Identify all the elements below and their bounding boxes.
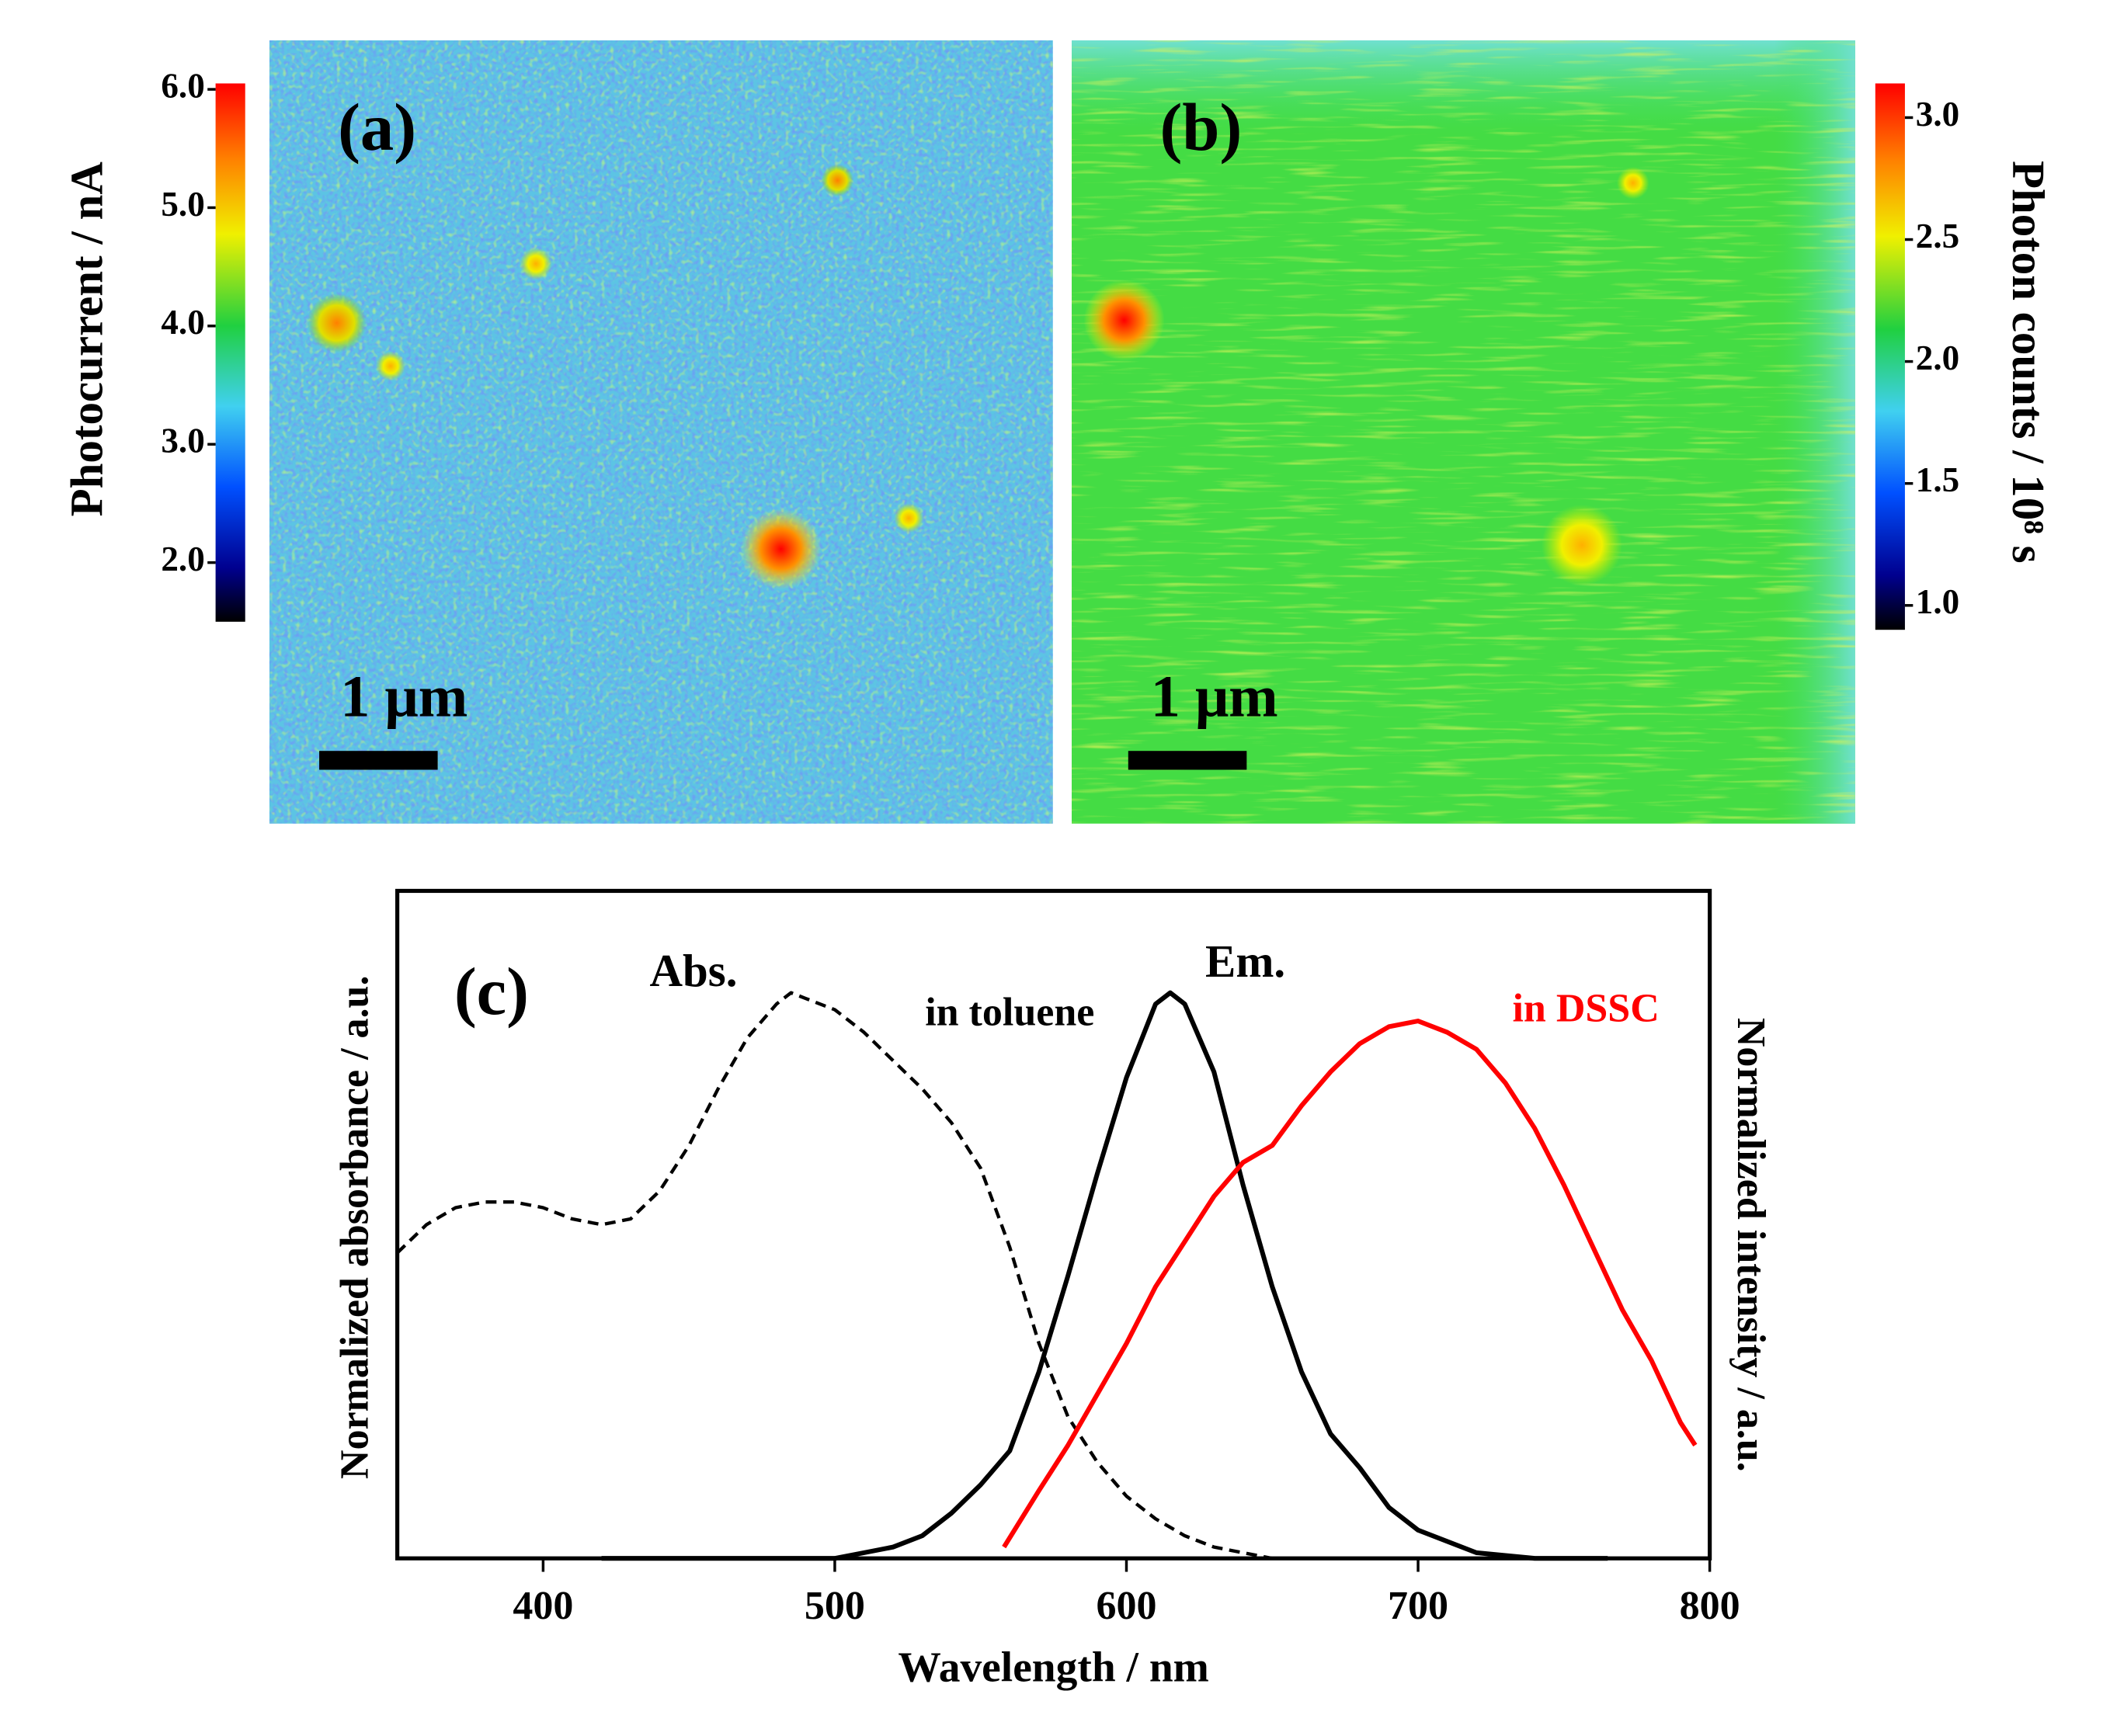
- x-axis-label: Wavelength / nm: [898, 1644, 1209, 1691]
- panel-label: (a): [338, 90, 416, 165]
- scale-bar-label: 1 μm: [340, 664, 468, 729]
- plot-frame: [395, 888, 1712, 1561]
- hot-spot: [1541, 505, 1622, 585]
- y2-axis-label: Normalized intensity / a.u.: [1729, 1018, 1773, 1472]
- colorbar-tick-label: 3.0: [1916, 95, 1959, 134]
- series-label: Abs.: [649, 945, 737, 996]
- scale-bar: [319, 751, 438, 770]
- colorbar-tick-label: 4.0: [161, 303, 204, 342]
- scale-bar-label: 1 μm: [1151, 664, 1278, 729]
- hot-spot: [375, 351, 405, 381]
- annotation: Em.: [1205, 936, 1285, 987]
- colorbar: [215, 83, 245, 622]
- colorbar-tick-label: 3.0: [161, 422, 204, 460]
- heatmap-noise: [269, 40, 1053, 824]
- scale-bar: [1128, 751, 1247, 770]
- hot-spot: [520, 247, 552, 280]
- colorbar-tick-label: 6.0: [161, 66, 204, 105]
- x-tick-label: 500: [805, 1584, 865, 1628]
- heatmap-noise: [1072, 40, 1855, 824]
- colorbar-tick-label: 5.0: [161, 185, 204, 224]
- colorbar-tick-label: 2.0: [1916, 339, 1959, 377]
- hot-spot: [1083, 279, 1165, 361]
- x-tick-label: 800: [1680, 1584, 1740, 1628]
- y-axis-label: Normalized absorbance / a.u.: [332, 976, 377, 1480]
- colorbar-label: Photocurrent / nA: [61, 161, 113, 517]
- series-label: in toluene: [925, 991, 1094, 1035]
- series-line: [601, 990, 1608, 1561]
- colorbar-tick-label: 2.0: [161, 540, 204, 578]
- heatmap-b: [1072, 40, 1855, 824]
- hot-spot: [1617, 166, 1649, 200]
- colorbar-label: Photon counts / 10⁸ s: [2003, 161, 2054, 564]
- panel-label: (c): [454, 954, 529, 1029]
- series-line: [1002, 1019, 1698, 1549]
- hot-spot: [307, 293, 367, 353]
- series-label: in DSSC: [1512, 986, 1659, 1030]
- colorbar-tick-label: 2.5: [1916, 217, 1959, 255]
- colorbar: [1875, 83, 1905, 630]
- hot-spot: [894, 503, 924, 533]
- hot-spot: [740, 509, 822, 590]
- x-tick-label: 700: [1388, 1584, 1448, 1628]
- hot-spot: [821, 164, 854, 197]
- x-tick-label: 600: [1096, 1584, 1156, 1628]
- panel-label: (b): [1159, 90, 1242, 165]
- colorbar-tick-label: 1.5: [1916, 460, 1959, 499]
- series-line: [396, 991, 1273, 1561]
- heatmap-a: [269, 40, 1053, 824]
- colorbar-tick-label: 1.0: [1916, 582, 1959, 621]
- x-tick-label: 400: [513, 1584, 573, 1628]
